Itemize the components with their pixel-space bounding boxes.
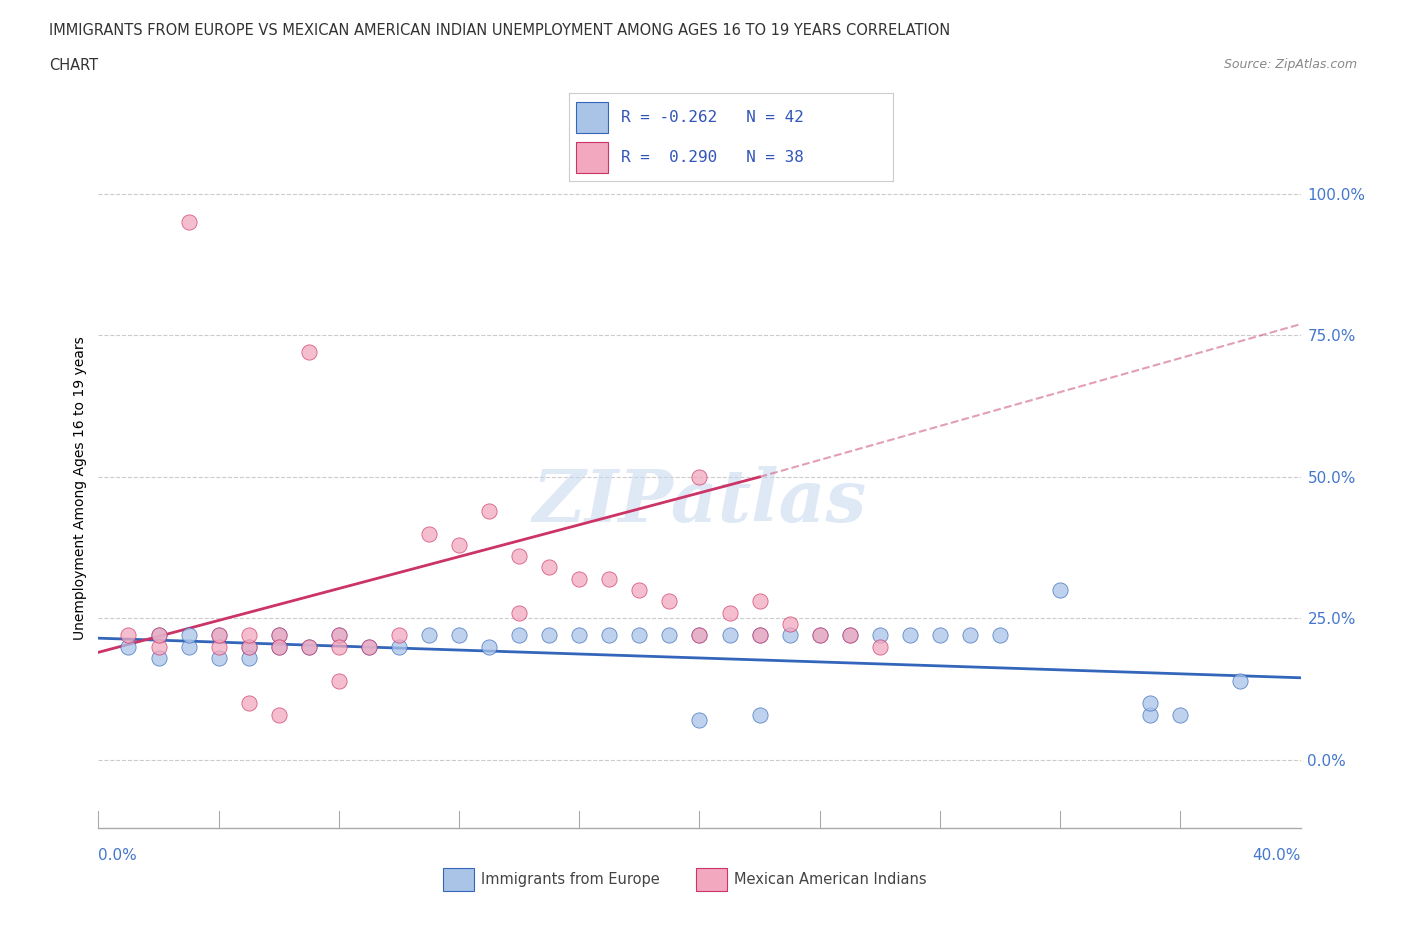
Point [538,560,561,575]
Point [748,594,770,609]
Point [508,549,530,564]
Point [688,712,710,727]
Point [718,628,741,643]
Point [148,639,170,654]
Text: Mexican American Indians: Mexican American Indians [734,872,927,887]
Point [447,628,470,643]
Point [1229,673,1251,688]
Point [238,651,260,666]
Text: 40.0%: 40.0% [1253,847,1301,862]
Text: IMMIGRANTS FROM EUROPE VS MEXICAN AMERICAN INDIAN UNEMPLOYMENT AMONG AGES 16 TO : IMMIGRANTS FROM EUROPE VS MEXICAN AMERIC… [49,23,950,38]
Point [628,582,651,598]
Bar [576,141,609,173]
Point [298,639,321,654]
Point [177,639,200,654]
Point [117,639,139,654]
Point [898,628,921,643]
Text: 0.0%: 0.0% [98,847,138,862]
Point [658,628,681,643]
Point [447,538,470,552]
Point [177,215,200,230]
Point [1049,582,1071,598]
Point [478,639,501,654]
Point [988,628,1011,643]
Point [869,628,891,643]
Point [808,628,831,643]
Point [598,628,620,643]
Point [688,628,710,643]
Text: R = -0.262   N = 42: R = -0.262 N = 42 [621,110,804,125]
Point [1170,707,1192,722]
Point [1139,707,1161,722]
Point [688,628,710,643]
Point [598,571,620,586]
Point [267,639,290,654]
Point [508,628,530,643]
Point [328,628,350,643]
Point [508,605,530,620]
Point [208,651,231,666]
Point [267,628,290,643]
Point [238,639,260,654]
Point [688,470,710,485]
Text: R =  0.290   N = 38: R = 0.290 N = 38 [621,150,804,165]
Text: CHART: CHART [49,58,98,73]
Point [238,696,260,711]
Point [838,628,860,643]
Point [267,628,290,643]
Point [418,628,440,643]
Point [779,617,801,631]
Point [208,628,231,643]
Point [388,628,411,643]
Point [808,628,831,643]
Point [328,639,350,654]
Point [1139,696,1161,711]
Point [117,628,139,643]
Point [748,628,770,643]
Bar [576,102,609,133]
Point [298,345,321,360]
Text: Immigrants from Europe: Immigrants from Europe [481,872,659,887]
Y-axis label: Unemployment Among Ages 16 to 19 years: Unemployment Among Ages 16 to 19 years [73,337,87,640]
Point [929,628,952,643]
Point [148,628,170,643]
Text: ZIPatlas: ZIPatlas [533,466,866,538]
Point [538,628,561,643]
Point [748,707,770,722]
Point [357,639,380,654]
Point [238,628,260,643]
Point [658,594,681,609]
Point [238,639,260,654]
Point [718,605,741,620]
Point [267,707,290,722]
Point [568,628,591,643]
Point [357,639,380,654]
Point [388,639,411,654]
Point [838,628,860,643]
Text: Source: ZipAtlas.com: Source: ZipAtlas.com [1223,58,1357,71]
Point [208,628,231,643]
Point [328,628,350,643]
Point [568,571,591,586]
Point [298,639,321,654]
Point [869,639,891,654]
Point [148,651,170,666]
Point [959,628,981,643]
Point [628,628,651,643]
Point [208,639,231,654]
Point [779,628,801,643]
Point [177,628,200,643]
Point [148,628,170,643]
Point [418,526,440,541]
Point [748,628,770,643]
Point [478,503,501,518]
Point [267,639,290,654]
Point [328,673,350,688]
